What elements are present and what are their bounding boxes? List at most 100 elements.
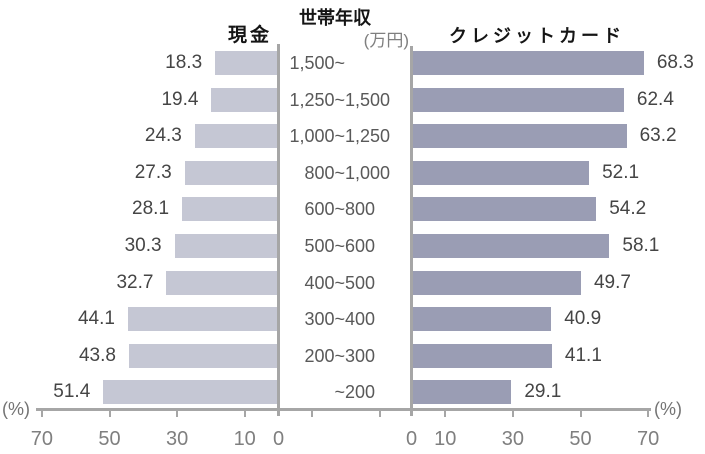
credit-bar (413, 343, 552, 368)
category-label-high: 400 (345, 309, 376, 330)
category-label-low: 1,250~ (289, 89, 345, 110)
right-axis-tick-label: 30 (501, 428, 525, 450)
credit-value-label: 40.9 (564, 308, 602, 330)
axis-tick-mark (647, 411, 650, 417)
right-axis-tick-label: 10 (434, 428, 457, 450)
credit-bar (413, 87, 624, 112)
cash-value-label: 32.7 (116, 271, 154, 293)
horizontal-axis-line (36, 408, 651, 411)
right-axis-tick-label: 50 (569, 428, 592, 450)
left-axis-tick-label: 10 (233, 428, 256, 450)
category-label-low: 600~ (304, 199, 345, 220)
left-axis-tick-label: 30 (165, 428, 189, 450)
right-axis-tick-label: 0 (405, 428, 418, 450)
axis-tick-mark (511, 411, 514, 417)
credit-bar (413, 160, 590, 185)
credit-value-label: 54.2 (609, 198, 647, 220)
cash-bar (211, 87, 277, 112)
cash-bar (128, 343, 277, 368)
cash-bar (215, 51, 277, 75)
right-axis-tick-label: 70 (636, 428, 660, 450)
category-label-low: 300~ (304, 309, 345, 330)
credit-bar (413, 51, 644, 75)
credit-value-label: 68.3 (656, 52, 694, 73)
cash-value-label: 30.3 (124, 235, 162, 256)
category-label-low: 500~ (304, 236, 345, 256)
cash-bar (174, 234, 277, 258)
cash-value-label: 27.3 (134, 161, 172, 183)
category-label: 1,500~ (281, 50, 409, 76)
cash-value-label: 24.3 (144, 125, 182, 147)
category-label-high: 500 (345, 272, 376, 293)
category-label-high: 1,000 (345, 162, 391, 183)
axis-tick-mark (444, 411, 447, 417)
credit-bar (413, 234, 610, 258)
credit-value-label: 52.1 (602, 161, 640, 183)
cash-value-label: 43.8 (78, 344, 116, 366)
axis-tick-mark (378, 411, 381, 417)
credit-bar (413, 307, 552, 332)
category-label-low: 800~ (304, 162, 345, 183)
axis-tick-mark (579, 411, 582, 417)
category-label-low: 1,000~ (289, 126, 345, 147)
left-axis-tick-label: 70 (30, 428, 54, 450)
cash-bar (184, 160, 277, 185)
category-label-high: 200 (345, 382, 376, 403)
category-label: 300~ 400 (281, 306, 409, 332)
category-label: 400~ 500 (281, 270, 409, 296)
cash-value-label: 18.3 (165, 52, 203, 73)
category-label-high: 600 (345, 236, 376, 256)
category-label: ~200 (281, 379, 409, 405)
cash-bar (127, 307, 277, 332)
axis-tick-mark (311, 411, 314, 417)
right-series-title: クレジットカード (449, 26, 625, 46)
cash-bar (166, 270, 277, 295)
left-category-axis-line (277, 44, 280, 416)
cash-value-label: 19.4 (161, 88, 199, 110)
cash-value-label: 28.1 (132, 198, 170, 220)
left-axis-tick-label: 0 (272, 428, 285, 450)
category-label-low: 200~ (304, 345, 345, 366)
center-axis-unit: (万円) (363, 31, 409, 50)
credit-value-label: 58.1 (622, 235, 660, 256)
cash-bar (103, 380, 277, 405)
category-label-high: 800 (345, 199, 376, 220)
category-label: 500~ 600 (281, 233, 409, 259)
credit-bar (413, 124, 627, 149)
category-label: 600~ 800 (281, 196, 409, 222)
credit-value-label: 41.1 (564, 344, 602, 366)
cash-bar (182, 197, 277, 222)
credit-bar (413, 197, 597, 222)
credit-value-label: 62.4 (636, 88, 674, 110)
left-axis-tick-label: 50 (98, 428, 121, 450)
category-label-low: 400~ (304, 272, 345, 293)
category-label-high: 1,500 (345, 89, 391, 110)
right-category-axis-line (410, 46, 413, 416)
right-axis-percent-unit: (%) (654, 399, 682, 419)
credit-value-label: 29.1 (524, 381, 562, 403)
category-label-low: 1,500~ (289, 53, 345, 73)
category-label: 200~ 300 (281, 343, 409, 369)
category-label-low: ~ (334, 382, 345, 403)
category-label-high: 300 (345, 345, 376, 366)
credit-bar (413, 380, 512, 405)
category-label: 1,250~ 1,500 (281, 87, 409, 113)
center-axis-title: 世帯年収 (299, 8, 371, 28)
axis-tick-mark (40, 411, 43, 417)
axis-tick-mark (108, 411, 111, 417)
cash-bar (194, 124, 277, 149)
category-label: 800~ 1,000 (281, 160, 409, 186)
category-label-high: 1,250 (345, 126, 391, 147)
category-label: 1,000~ 1,250 (281, 123, 409, 149)
credit-bar (413, 270, 581, 295)
credit-value-label: 49.7 (593, 271, 631, 293)
cash-value-label: 51.4 (53, 381, 91, 403)
left-series-title: 現金 (227, 25, 273, 46)
left-axis-percent-unit: (%) (2, 399, 30, 419)
category-label-high (345, 50, 409, 76)
axis-tick-mark (243, 411, 246, 417)
credit-value-label: 63.2 (639, 125, 677, 147)
axis-tick-mark (176, 411, 179, 417)
cash-value-label: 44.1 (77, 308, 115, 330)
